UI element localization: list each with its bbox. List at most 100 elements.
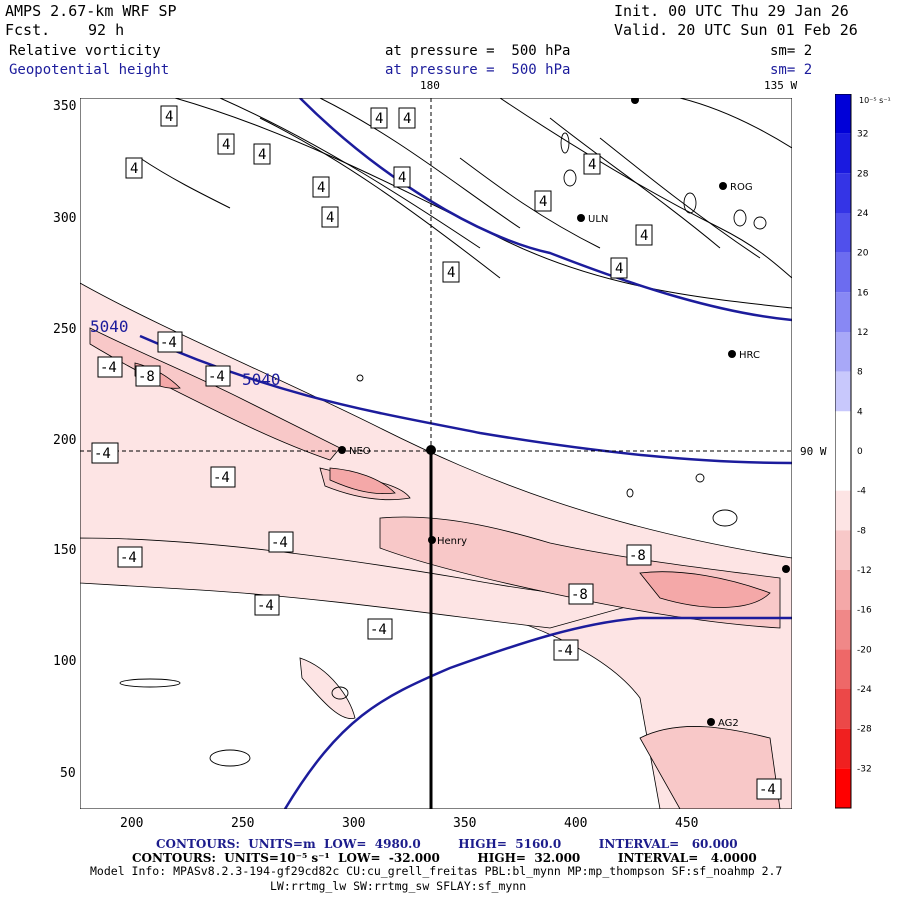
svg-text:4: 4	[447, 265, 455, 281]
colorbar-label: 32	[857, 130, 868, 140]
field-2-pressure: at pressure = 500 hPa	[385, 62, 571, 78]
vort-label: -4	[756, 778, 782, 800]
vort-label: 4	[635, 224, 653, 246]
colorbar-cell	[835, 768, 851, 808]
station-pole	[426, 445, 436, 455]
colorbar-label: 28	[857, 169, 869, 179]
vorticity-shade-strong-1	[329, 467, 396, 495]
colorbar-cell	[835, 332, 851, 372]
vorticity-shade-south	[299, 657, 356, 720]
field-1-pressure: at pressure = 500 hPa	[385, 43, 571, 59]
svg-text:-4: -4	[556, 643, 573, 659]
station-neo	[338, 446, 346, 454]
station-uln	[577, 214, 585, 222]
station-label-henry: Henry	[437, 536, 467, 547]
vort-label: -8	[626, 544, 652, 566]
svg-text:4: 4	[375, 111, 383, 127]
vort-label: -8	[135, 365, 161, 387]
colorbar-cell	[835, 570, 851, 610]
vort-label: 4	[312, 176, 330, 198]
station-ag2	[707, 718, 715, 726]
field-2-smooth: sm= 2	[770, 62, 813, 78]
vort-label: 4	[253, 143, 271, 165]
colorbar-cell	[835, 609, 851, 650]
x-tick: 300	[342, 816, 366, 831]
colorbar-label: -28	[857, 725, 872, 735]
vort-label: -4	[210, 466, 236, 488]
svg-text:-4: -4	[271, 535, 288, 551]
model-title: AMPS 2.67-km WRF SP	[5, 2, 177, 20]
y-tick: 300	[53, 211, 77, 226]
y-tick: 150	[53, 543, 77, 558]
vort-label: 4	[370, 107, 388, 129]
lon-label-90w: 90 W	[800, 445, 827, 458]
svg-text:4: 4	[588, 157, 596, 173]
svg-text:-4: -4	[100, 360, 117, 376]
contours-height: CONTOURS: UNITS=m LOW= 4980.0 HIGH= 5160…	[156, 837, 738, 851]
colorbar-label: 8	[857, 368, 863, 378]
colorbar-unit: 10⁻⁵ s⁻¹	[859, 96, 891, 105]
station-label-neo: NEO	[349, 446, 371, 457]
x-tick: 350	[453, 816, 477, 831]
station-rog	[719, 182, 727, 190]
colorbar-label: -12	[857, 566, 872, 576]
y-tick: 50	[60, 766, 76, 781]
svg-text:4: 4	[539, 194, 547, 210]
y-tick: 250	[53, 322, 77, 337]
colorbar-cell	[835, 292, 851, 332]
colorbar-label: 12	[857, 328, 868, 338]
model-info-2: LW:rrtmg_lw SW:rrtmg_sw SFLAY:sf_mynn	[270, 879, 527, 893]
colorbar-cell	[835, 133, 851, 174]
colorbar-cell	[835, 689, 851, 729]
svg-text:-8: -8	[571, 587, 588, 603]
colorbar: 10⁻⁵ s⁻¹ 32 28 24 20 16 12 8 4 0 -4 -8 -12 -16 -20 -24…	[835, 94, 891, 809]
station-east	[782, 565, 790, 573]
contours-vorticity: CONTOURS: UNITS=10⁻⁵ s⁻¹ LOW= -32.000 HI…	[132, 851, 757, 865]
colorbar-label: -32	[857, 764, 872, 774]
vorticity-shade-southeast	[639, 726, 781, 809]
vort-label: -4	[157, 331, 183, 353]
x-tick: 250	[231, 816, 255, 831]
station-label-uln: ULN	[588, 214, 608, 225]
height-label-1: 5040	[90, 317, 129, 336]
y-tick: 100	[53, 654, 77, 669]
field-2-name: Geopotential height	[9, 62, 170, 78]
svg-text:4: 4	[640, 228, 648, 244]
svg-text:-8: -8	[138, 369, 155, 385]
valid-time: Valid. 20 UTC Sun 01 Feb 26	[614, 21, 858, 39]
svg-text:-4: -4	[208, 369, 225, 385]
svg-text:4: 4	[326, 210, 334, 226]
svg-text:-4: -4	[257, 598, 274, 614]
field-1-name: Relative vorticity	[9, 43, 161, 59]
vort-label: -4	[97, 356, 123, 378]
svg-text:4: 4	[130, 161, 138, 177]
forecast-hours: 92 h	[88, 21, 125, 39]
station-label-ag2: AG2	[718, 718, 739, 729]
svg-text:4: 4	[615, 261, 623, 277]
vort-label: 4	[398, 107, 416, 129]
vort-label: -4	[254, 594, 280, 616]
vort-label: -4	[117, 546, 143, 568]
colorbar-label: -24	[857, 685, 872, 695]
vorticity-small-contours	[119, 132, 767, 767]
svg-text:4: 4	[317, 180, 325, 196]
colorbar-cell	[835, 649, 851, 689]
vort-label: -4	[205, 365, 231, 387]
svg-text:-4: -4	[370, 622, 387, 638]
x-tick: 400	[564, 816, 588, 831]
vort-label: 4	[442, 261, 460, 283]
svg-text:-4: -4	[120, 550, 137, 566]
colorbar-cell	[835, 213, 851, 253]
colorbar-cell	[835, 728, 851, 769]
colorbar-label: 20	[857, 249, 869, 259]
svg-text:4: 4	[258, 147, 266, 163]
station-lyt	[631, 98, 639, 104]
colorbar-cell	[835, 451, 851, 491]
svg-text:-4: -4	[759, 782, 776, 798]
colorbar-cell	[835, 173, 851, 213]
colorbar-label: -8	[857, 526, 866, 536]
vort-label: -4	[91, 442, 119, 464]
vort-label: 4	[583, 153, 601, 175]
svg-text:4: 4	[222, 137, 230, 153]
init-time: Init. 00 UTC Thu 29 Jan 26	[614, 2, 849, 20]
